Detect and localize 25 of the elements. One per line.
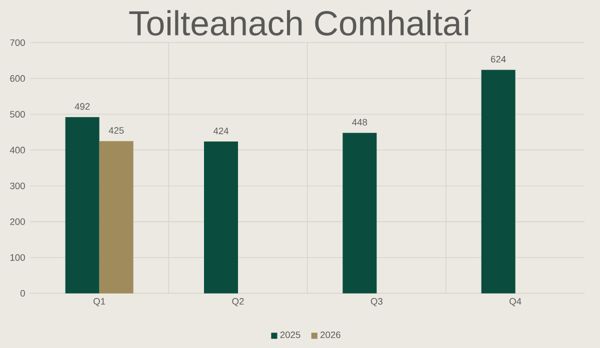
data-label: 424: [213, 128, 229, 134]
y-tick-label: 200: [10, 218, 25, 225]
x-tick-label: Q1: [94, 298, 106, 306]
data-label: 624: [491, 56, 506, 62]
y-tick-label: 400: [10, 146, 25, 154]
data-label: 448: [352, 118, 368, 126]
chart-title: Toilteanach Comhaltaí: [129, 10, 472, 36]
y-tick-label: 500: [10, 110, 25, 118]
bar: [342, 132, 377, 294]
bar: [99, 141, 134, 294]
bar: [65, 117, 100, 294]
x-tick-label: Q2: [232, 298, 244, 306]
bar: [204, 141, 238, 294]
data-label: 425: [108, 127, 124, 134]
y-tick-label: 300: [10, 182, 25, 190]
y-tick-label: 600: [10, 75, 25, 82]
x-tick-label: Q4: [510, 298, 522, 306]
bar: [481, 70, 516, 294]
legend-label: 2025: [280, 332, 300, 338]
data-label: 492: [74, 103, 90, 110]
legend-label: 2026: [320, 332, 340, 338]
y-tick-label: 100: [10, 254, 25, 261]
y-tick-label: 0: [20, 290, 25, 297]
x-tick-label: Q3: [370, 298, 382, 306]
y-tick-label: 700: [10, 39, 25, 46]
